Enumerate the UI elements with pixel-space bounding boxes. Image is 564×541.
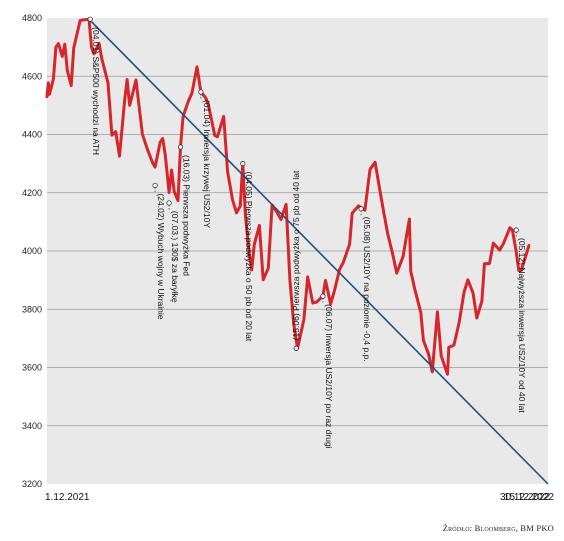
annotation-marker [87, 16, 93, 22]
annotation-label: (04.05) Pierwsza podwyżka o 50 pb od 20 … [244, 172, 254, 342]
x-tick-label: 15.12.2022 [504, 492, 554, 503]
y-tick-label: 4200 [22, 188, 42, 198]
annotation-marker [152, 182, 158, 189]
y-tick-label: 4400 [22, 130, 42, 140]
annotation-label: (04.01) S&P500 wychodzi na ATH [91, 27, 101, 155]
annotation-marker [177, 144, 184, 150]
annotation-label: (07.03.) 130$ za baryłkę [170, 211, 180, 303]
annotation-marker [198, 89, 204, 95]
y-tick-label: 4800 [22, 13, 42, 23]
x-tick-label: 30.12.2022 [500, 492, 550, 503]
y-axis-ticks: 4800 4600 4400 4200 4000 3800 3600 3400 3200 [22, 13, 42, 489]
annotation-label: (05.12) Najwyższa inwersja US2/10Y od 40… [517, 238, 527, 413]
annotation-marker [320, 293, 326, 299]
y-tick-label: 3800 [22, 304, 42, 314]
y-tick-label: 3200 [22, 479, 42, 489]
annotation-markers [87, 16, 519, 351]
annotation-label: (01.04) Inwersja krzywej US2/10Y [202, 100, 212, 228]
annotation-label: (16.03) Pierwsza podwyżka Fed [182, 155, 192, 276]
annotation-label: (06.07) Inwersja US2/10Y po raz drugi [324, 304, 334, 449]
x-tick-label: 1.12.2021 [45, 492, 90, 503]
annotation-marker [166, 200, 172, 206]
source-note: Źródło: Bloomberg, BM PKO [442, 523, 554, 533]
y-tick-label: 3400 [22, 421, 42, 431]
annotation-marker [513, 227, 519, 233]
trend-line [88, 18, 549, 485]
series-line [45, 17, 531, 376]
gridlines [47, 75, 548, 427]
annotation-label: (15.06) Pierwsza podwyżka o 75 pb od 40 … [291, 170, 301, 340]
annotation-labels: (04.01) S&P500 wychodzi na ATH (24.02) Wy… [91, 27, 527, 449]
y-tick-label: 4600 [22, 71, 42, 81]
y-tick-label: 4000 [22, 246, 42, 256]
annotation-marker [358, 206, 364, 212]
annotation-marker [240, 161, 246, 167]
y-tick-label: 3600 [22, 363, 42, 373]
annotation-label: (05.08) US2/10Y na poziomie -0,4 p.p. [362, 217, 372, 362]
annotation-marker [293, 345, 299, 351]
annotation-label: (24.02) Wybuch wojny w Ukrainie [156, 193, 166, 319]
